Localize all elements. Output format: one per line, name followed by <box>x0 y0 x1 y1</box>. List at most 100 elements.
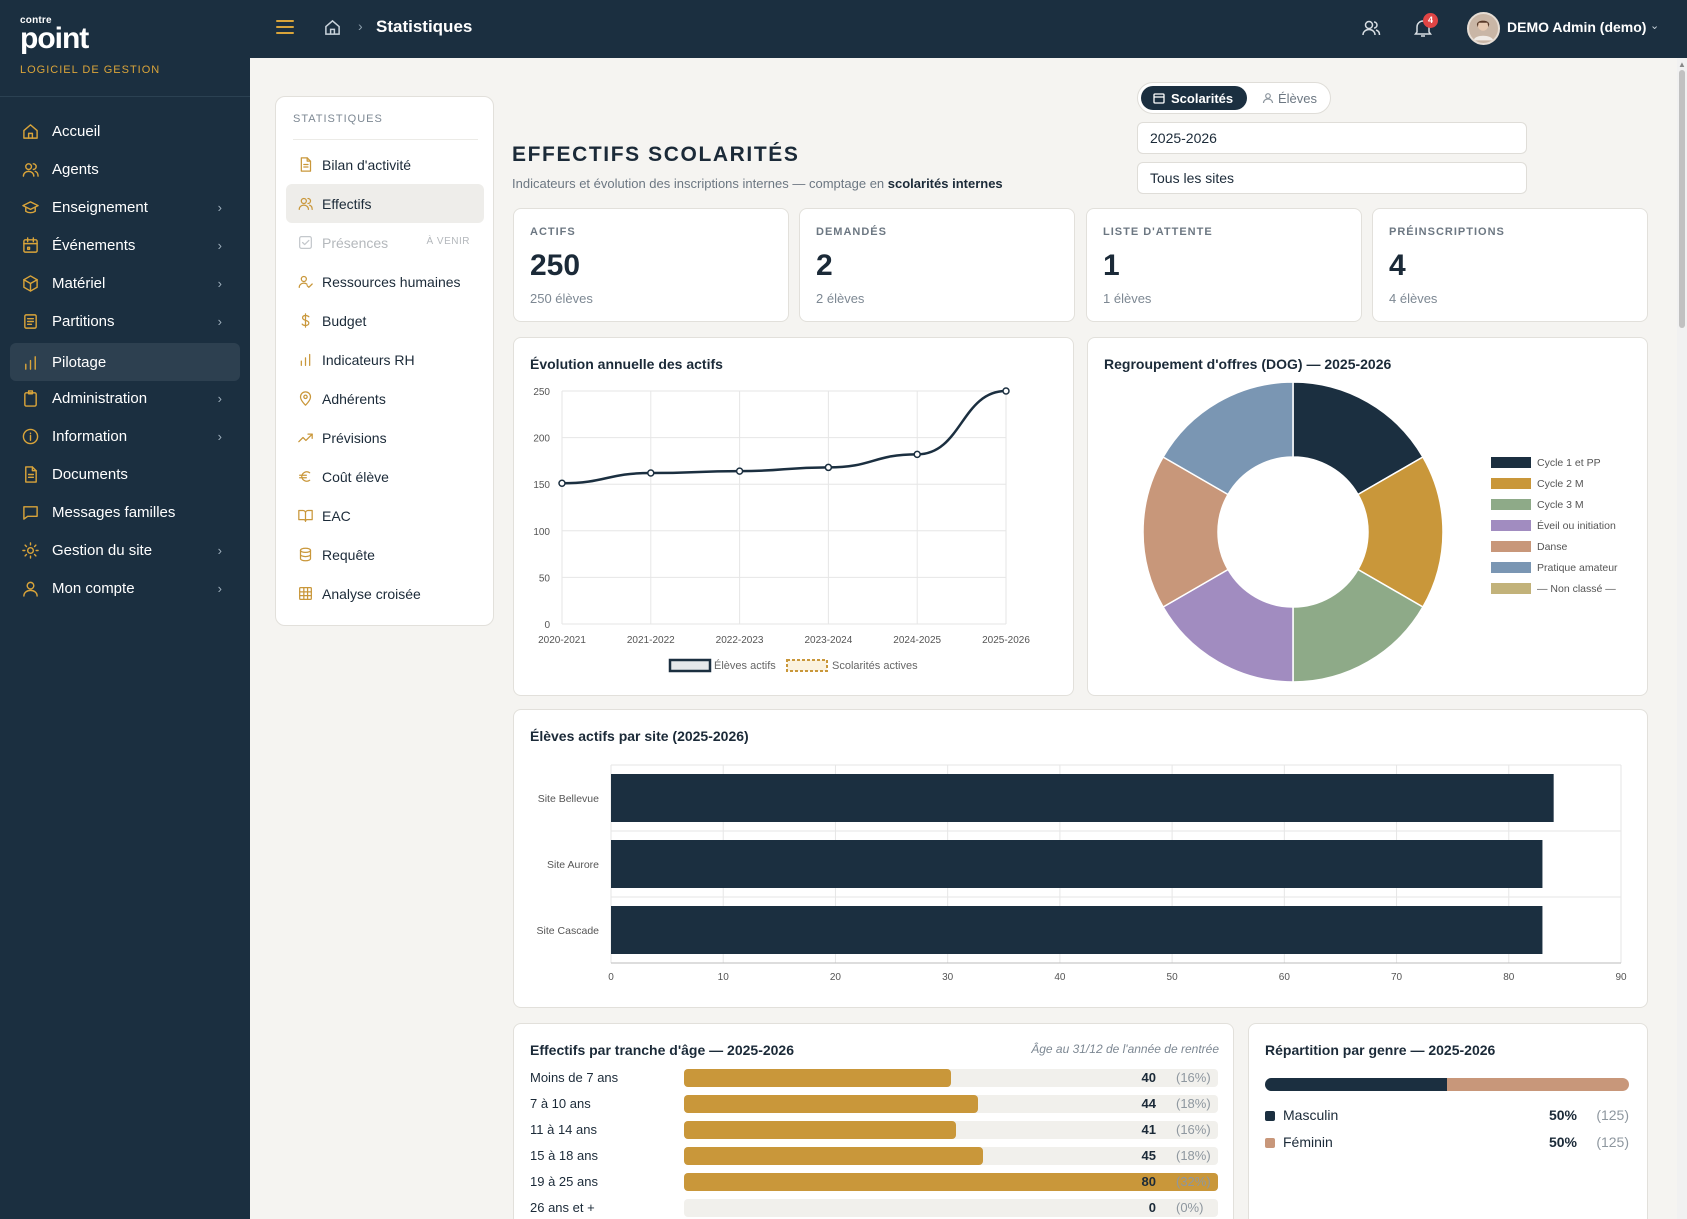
trending-up-icon <box>298 433 313 443</box>
stats-menu-item-label: Effectifs <box>322 195 372 212</box>
bar[interactable] <box>611 906 1543 954</box>
age-percent: (0%) <box>1176 1200 1204 1215</box>
sidebar-item-documents[interactable]: Documents <box>0 455 250 493</box>
site-bar-chart: 0 10 20 30 40 50 60 70 80 90 Site Bellevue Site Aur… <box>537 764 1627 983</box>
sidebar-item-administration[interactable]: Administration › <box>0 379 250 417</box>
sidebar-item-label: Matériel <box>52 274 106 292</box>
sidebar-item-information[interactable]: Information › <box>0 417 250 455</box>
donut-slice[interactable] <box>1292 381 1424 496</box>
kpi-label: ACTIFS <box>530 226 576 238</box>
bar-chart-icon <box>25 356 36 370</box>
year-select[interactable]: 2025-2026 <box>1137 122 1527 154</box>
stats-menu-item-4[interactable]: Ressources humaines <box>286 262 484 301</box>
legend-label: Scolarités actives <box>832 660 918 672</box>
gender-card-title: Répartition par genre — 2025-2026 <box>1265 1042 1496 1058</box>
legend-label: Danse <box>1537 541 1568 553</box>
donut-chart-card: Regroupement d'offres (DOG) — 2025-2026 … <box>1087 337 1648 696</box>
sidebar-item-evenements[interactable]: Événements › <box>0 226 250 264</box>
gender-color-swatch <box>1265 1111 1275 1121</box>
x-tick-label: 80 <box>1503 972 1515 983</box>
sidebar-item-messages-familles[interactable]: Messages familles <box>0 493 250 531</box>
y-tick-label: 200 <box>533 434 550 445</box>
donut-slice[interactable] <box>1162 381 1294 496</box>
stats-menu-item-label: Adhérents <box>322 390 386 407</box>
age-percent: (18%) <box>1176 1148 1211 1163</box>
legend-label: Pratique amateur <box>1537 562 1618 574</box>
sidebar-item-accueil[interactable]: Accueil <box>0 112 250 150</box>
brand-logo[interactable]: contre point <box>20 16 89 54</box>
sidebar-item-gestion-du-site[interactable]: Gestion du site › <box>0 531 250 569</box>
chevron-down-icon[interactable]: ⌄ <box>1650 20 1660 32</box>
sidebar-item-pilotage[interactable]: Pilotage <box>10 343 240 381</box>
user-name[interactable]: DEMO Admin (demo) <box>1507 19 1647 35</box>
bar[interactable] <box>611 774 1554 822</box>
stats-menu-item-label: Requête <box>322 546 375 563</box>
sidebar-item-mon-compte[interactable]: Mon compte › <box>0 569 250 607</box>
sidebar-item-agents[interactable]: Agents <box>0 150 250 188</box>
subtitle-emphasis: scolarités internes <box>887 176 1003 191</box>
stats-menu-item-11[interactable]: Requête <box>286 535 484 574</box>
page-subtitle: Indicateurs et évolution des inscription… <box>512 176 1003 191</box>
y-tick-label: Site Bellevue <box>538 793 599 805</box>
avatar[interactable] <box>1467 12 1500 45</box>
kpi-value: 2 <box>816 249 833 282</box>
home-icon[interactable] <box>324 19 341 36</box>
site-select[interactable]: Tous les sites <box>1137 162 1527 194</box>
age-row: 19 à 25 ans 80 (32%) <box>530 1172 1220 1192</box>
legend-label: Cycle 3 M <box>1537 499 1584 511</box>
sidebar-item-enseignement[interactable]: Enseignement › <box>0 188 250 226</box>
users-icon <box>298 197 313 210</box>
stats-menu-item-12[interactable]: Analyse croisée <box>286 574 484 613</box>
bar[interactable] <box>611 840 1543 888</box>
age-label: 7 à 10 ans <box>530 1096 591 1111</box>
scroll-up-icon[interactable]: ▲ <box>1678 60 1686 69</box>
stats-menu-item-1[interactable]: Bilan d'activité <box>286 145 484 184</box>
sidebar-item-partitions[interactable]: Partitions › <box>0 302 250 340</box>
kpi-subtext: 250 élèves <box>530 291 593 306</box>
page-scrollbar[interactable]: ▲ <box>1677 58 1687 1219</box>
stats-menu-item-label: Indicateurs RH <box>322 351 415 368</box>
user-icon <box>23 581 38 597</box>
topbar: › Statistiques 4 DEMO Admin (demo) ⌄ <box>250 0 1687 58</box>
y-tick-label: Site Cascade <box>537 925 600 937</box>
document-icon <box>300 157 312 172</box>
stats-menu-item-7[interactable]: Adhérents <box>286 379 484 418</box>
line-chart-title: Évolution annuelle des actifs <box>530 356 723 372</box>
scrollbar-thumb[interactable] <box>1679 70 1685 328</box>
gender-split-bar <box>1265 1078 1629 1091</box>
document-icon <box>25 466 37 483</box>
users-icon <box>22 163 39 177</box>
book-icon <box>298 509 313 522</box>
chevron-right-icon: › <box>217 581 222 596</box>
kpi-subtext: 2 élèves <box>816 291 865 306</box>
y-tick-label: 150 <box>533 480 550 491</box>
sidebar-item-label: Enseignement <box>52 198 148 216</box>
stats-menu-item-2[interactable]: Effectifs <box>286 184 484 223</box>
stats-menu-item-5[interactable]: Budget <box>286 301 484 340</box>
stats-menu-item-10[interactable]: EAC <box>286 496 484 535</box>
donut-slice[interactable] <box>1142 455 1230 609</box>
stats-menu-item-8[interactable]: Prévisions <box>286 418 484 457</box>
age-percent: (32%) <box>1176 1174 1211 1189</box>
toggle-eleves[interactable]: Élèves <box>1252 86 1328 110</box>
users-icon[interactable] <box>1361 18 1381 38</box>
menu-icon[interactable] <box>276 19 294 35</box>
stats-menu-item-9[interactable]: Coût élève <box>286 457 484 496</box>
site-bar-chart-title: Élèves actifs par site (2025-2026) <box>530 728 749 744</box>
stats-menu-item-6[interactable]: Indicateurs RH <box>286 340 484 379</box>
age-bar-track <box>684 1199 1218 1217</box>
sidebar-item-materiel[interactable]: Matériel › <box>0 264 250 302</box>
donut-slice[interactable] <box>1162 568 1294 683</box>
age-count: 40 <box>1141 1070 1156 1085</box>
age-bar-fill <box>684 1069 951 1087</box>
statistics-menu: STATISTIQUES Bilan d'activité Effectifs Pr… <box>275 96 494 626</box>
sidebar-item-label: Accueil <box>52 122 101 140</box>
toggle-scolarites[interactable]: Scolarités <box>1141 86 1247 110</box>
donut-slice[interactable] <box>1292 568 1424 683</box>
stats-menu-item-label: Bilan d'activité <box>322 156 412 173</box>
age-label: 19 à 25 ans <box>530 1174 598 1189</box>
donut-slice[interactable] <box>1356 455 1444 609</box>
gender-row: Féminin 50% (125) <box>1265 1133 1629 1153</box>
age-bar-track <box>684 1121 1218 1139</box>
sidebar-item-label: Partitions <box>52 312 115 330</box>
